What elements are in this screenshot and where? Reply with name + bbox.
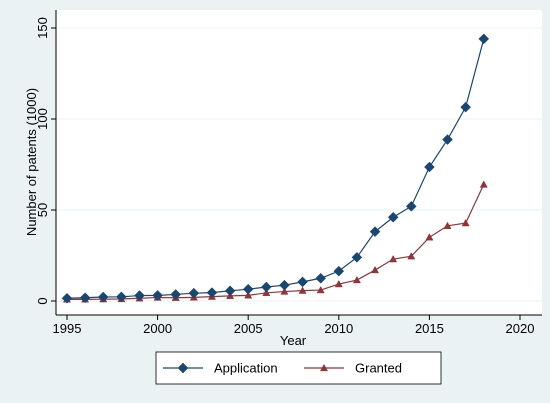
x-tick-label-2: 2005	[234, 321, 263, 336]
point-application-2005	[242, 283, 254, 295]
x-tick-label-0: 1995	[53, 321, 82, 336]
point-application-2012	[369, 226, 381, 238]
point-application-2000	[152, 290, 163, 301]
point-application-2011	[351, 251, 363, 263]
legend-box	[155, 351, 442, 385]
point-application-2009	[315, 272, 327, 284]
point-application-1999	[134, 290, 145, 301]
y-tick-label-3: 150	[35, 17, 50, 39]
x-tick-label-5: 2020	[506, 321, 535, 336]
x-axis-title: Year	[280, 333, 307, 348]
series-application	[61, 33, 490, 304]
legend: Application Granted	[155, 351, 442, 385]
point-application-2003	[206, 287, 218, 298]
legend-label-granted: Granted	[355, 361, 402, 376]
axes: 0 50 100 150 1995 2000 2005 2010 2015 2020	[35, 10, 542, 336]
legend-label-application: Application	[214, 361, 278, 376]
point-application-1995	[61, 292, 73, 304]
y-tick-label-1: 50	[35, 203, 50, 217]
x-tick-label-1: 2000	[143, 321, 172, 336]
point-application-2010	[333, 265, 345, 277]
point-granted-2018	[479, 180, 488, 188]
legend-marker-granted	[319, 363, 329, 372]
series-line-granted	[67, 184, 485, 300]
point-granted-2008	[298, 286, 307, 294]
point-application-2017	[460, 101, 471, 113]
plot-background	[56, 10, 542, 315]
y-axis-title: Number of patents (1000)	[24, 88, 39, 236]
x-tick-label-3: 2010	[324, 321, 353, 336]
y-tick-label-0: 0	[35, 297, 50, 304]
point-application-2002	[188, 287, 200, 299]
legend-marker-application	[177, 362, 189, 374]
point-application-2014	[405, 201, 417, 212]
x-tick-label-4: 2015	[415, 321, 444, 336]
point-granted-2011	[352, 275, 361, 284]
point-application-2016	[442, 134, 453, 145]
point-application-2008	[297, 276, 308, 288]
point-granted-2012	[371, 265, 380, 274]
series-layer	[61, 33, 490, 304]
point-granted-2016	[443, 221, 452, 229]
point-granted-2014	[407, 252, 416, 260]
point-application-2004	[224, 285, 236, 297]
point-application-2007	[279, 279, 290, 291]
point-granted-2017	[461, 218, 470, 227]
point-application-1996	[79, 292, 91, 304]
point-granted-2006	[262, 288, 271, 296]
point-granted-2005	[244, 291, 253, 299]
point-application-1997	[97, 291, 109, 303]
point-application-2001	[170, 289, 182, 300]
point-application-1998	[116, 291, 127, 303]
point-application-2018	[478, 33, 490, 45]
point-application-2015	[424, 161, 435, 173]
point-granted-2007	[280, 287, 289, 295]
point-granted-2009	[316, 285, 325, 294]
point-application-2013	[387, 211, 399, 223]
point-application-2006	[260, 281, 272, 293]
point-granted-2010	[334, 279, 343, 288]
point-granted-2013	[389, 255, 398, 263]
point-granted-2015	[425, 233, 434, 241]
y-tick-label-2: 100	[35, 108, 50, 130]
